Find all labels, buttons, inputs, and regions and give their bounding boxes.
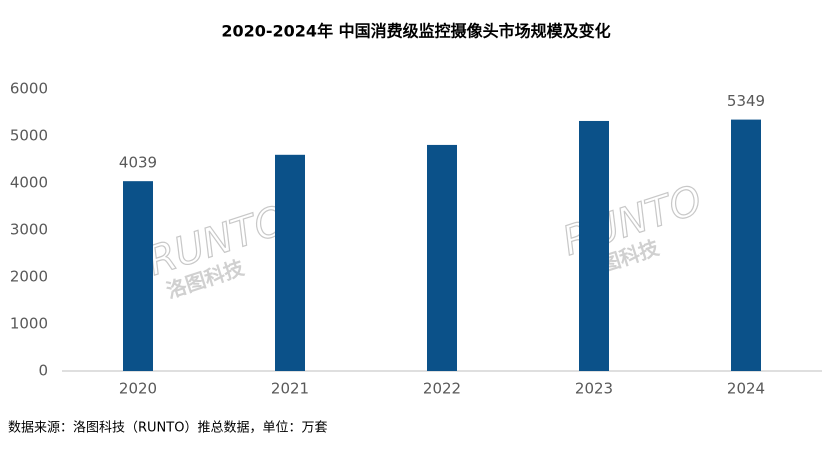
x-tick-label: 2021 bbox=[271, 380, 309, 398]
bar bbox=[123, 181, 153, 371]
x-tick-label: 2022 bbox=[423, 380, 461, 398]
x-tick-label: 2024 bbox=[727, 380, 765, 398]
y-tick-label: 1000 bbox=[10, 315, 48, 333]
bar bbox=[427, 144, 457, 371]
bar bbox=[731, 119, 761, 371]
x-tick-label: 2023 bbox=[575, 380, 613, 398]
bar bbox=[275, 154, 305, 371]
chart-title: 2020-2024年 中国消费级监控摄像头市场规模及变化 bbox=[221, 22, 610, 41]
y-tick-label: 5000 bbox=[10, 127, 48, 145]
source-note: 数据来源：洛图科技（RUNTO）推总数据，单位：万套 bbox=[8, 420, 327, 436]
data-label: 5349 bbox=[727, 92, 765, 110]
y-tick-label: 4000 bbox=[10, 174, 48, 192]
y-tick-label: 3000 bbox=[10, 221, 48, 239]
x-tick-label: 2020 bbox=[119, 380, 157, 398]
y-tick-label: 0 bbox=[38, 362, 48, 380]
data-label: 4039 bbox=[119, 154, 157, 172]
y-tick-label: 2000 bbox=[10, 268, 48, 286]
bar bbox=[579, 120, 609, 372]
y-tick-label: 6000 bbox=[10, 80, 48, 98]
